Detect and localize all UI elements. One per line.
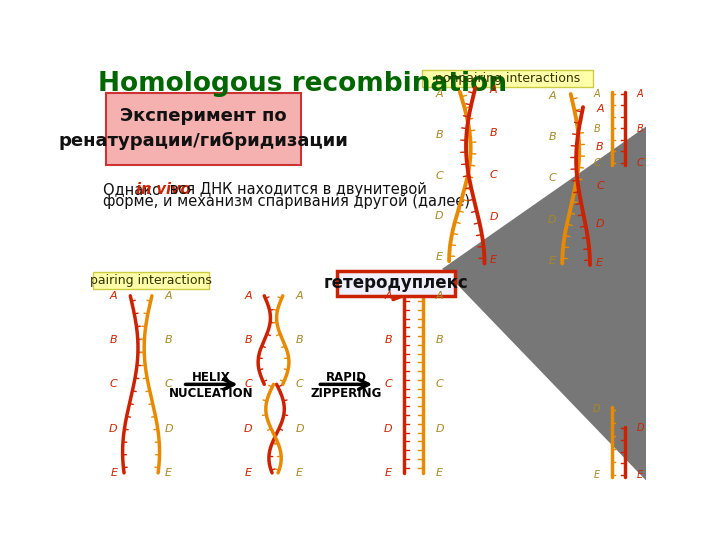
Text: B: B bbox=[435, 335, 443, 345]
Text: B: B bbox=[165, 335, 173, 345]
Text: B: B bbox=[244, 335, 252, 345]
Text: B: B bbox=[637, 124, 644, 134]
FancyBboxPatch shape bbox=[94, 272, 209, 289]
Text: D: D bbox=[596, 219, 605, 229]
Text: A: A bbox=[596, 104, 604, 114]
Text: Эксперимент по
ренатурации/гибридизации: Эксперимент по ренатурации/гибридизации bbox=[58, 107, 348, 150]
Text: E: E bbox=[165, 468, 172, 478]
Text: E: E bbox=[637, 470, 643, 480]
Text: E: E bbox=[110, 468, 117, 478]
Text: вся ДНК находится в двунитевой: вся ДНК находится в двунитевой bbox=[165, 182, 427, 197]
Text: D: D bbox=[384, 423, 392, 434]
Text: D: D bbox=[490, 212, 498, 222]
Text: nonpairing interactions: nonpairing interactions bbox=[435, 72, 580, 85]
Text: A: A bbox=[109, 291, 117, 301]
Text: in vivo: in vivo bbox=[135, 182, 190, 197]
Text: RAPID
ZIPPERING: RAPID ZIPPERING bbox=[310, 372, 382, 400]
Text: Homologous recombination: Homologous recombination bbox=[98, 71, 507, 97]
Text: A: A bbox=[384, 291, 392, 301]
Text: B: B bbox=[549, 132, 556, 142]
Text: A: A bbox=[165, 291, 173, 301]
Text: E: E bbox=[385, 468, 392, 478]
Text: A: A bbox=[637, 89, 644, 99]
FancyBboxPatch shape bbox=[422, 70, 593, 87]
Text: E: E bbox=[296, 468, 303, 478]
Text: B: B bbox=[593, 124, 600, 134]
Text: D: D bbox=[109, 423, 117, 434]
Text: C: C bbox=[593, 158, 600, 168]
Text: D: D bbox=[593, 404, 600, 414]
Text: A: A bbox=[490, 85, 498, 95]
Text: E: E bbox=[594, 470, 600, 480]
Text: D: D bbox=[547, 215, 556, 225]
Polygon shape bbox=[442, 126, 647, 481]
Text: A: A bbox=[435, 291, 443, 301]
Text: C: C bbox=[384, 379, 392, 389]
Text: B: B bbox=[490, 127, 498, 138]
Text: C: C bbox=[109, 379, 117, 389]
Text: D: D bbox=[435, 423, 444, 434]
Text: форме, и механизм спаривания другой (далее): форме, и механизм спаривания другой (дал… bbox=[102, 194, 469, 209]
Text: B: B bbox=[296, 335, 303, 345]
FancyBboxPatch shape bbox=[337, 271, 455, 296]
Text: HELIX
NUCLEATION: HELIX NUCLEATION bbox=[168, 372, 253, 400]
Text: E: E bbox=[435, 468, 442, 478]
Text: Однако: Однако bbox=[102, 182, 165, 197]
Text: A: A bbox=[296, 291, 303, 301]
Text: A: A bbox=[436, 89, 443, 99]
Text: C: C bbox=[596, 181, 604, 191]
Text: C: C bbox=[165, 379, 173, 389]
Text: D: D bbox=[243, 423, 252, 434]
Text: D: D bbox=[434, 212, 443, 221]
Text: B: B bbox=[109, 335, 117, 345]
Text: B: B bbox=[436, 130, 443, 140]
FancyBboxPatch shape bbox=[106, 92, 301, 165]
Text: E: E bbox=[596, 258, 603, 268]
Text: A: A bbox=[593, 89, 600, 99]
Text: гетеродуплекс: гетеродуплекс bbox=[323, 274, 468, 293]
Text: D: D bbox=[165, 423, 174, 434]
Text: C: C bbox=[637, 158, 644, 168]
Text: C: C bbox=[296, 379, 304, 389]
Text: C: C bbox=[490, 170, 498, 180]
Text: E: E bbox=[436, 252, 443, 262]
Text: C: C bbox=[244, 379, 252, 389]
Text: A: A bbox=[549, 91, 556, 100]
Text: E: E bbox=[245, 468, 252, 478]
Text: D: D bbox=[637, 423, 644, 433]
Text: pairing interactions: pairing interactions bbox=[90, 274, 212, 287]
Text: D: D bbox=[296, 423, 305, 434]
Text: A: A bbox=[244, 291, 252, 301]
Text: B: B bbox=[596, 142, 604, 152]
Text: C: C bbox=[435, 171, 443, 181]
Text: C: C bbox=[435, 379, 443, 389]
Text: E: E bbox=[549, 256, 556, 266]
Text: B: B bbox=[384, 335, 392, 345]
Text: E: E bbox=[490, 255, 497, 265]
Text: C: C bbox=[549, 173, 556, 184]
